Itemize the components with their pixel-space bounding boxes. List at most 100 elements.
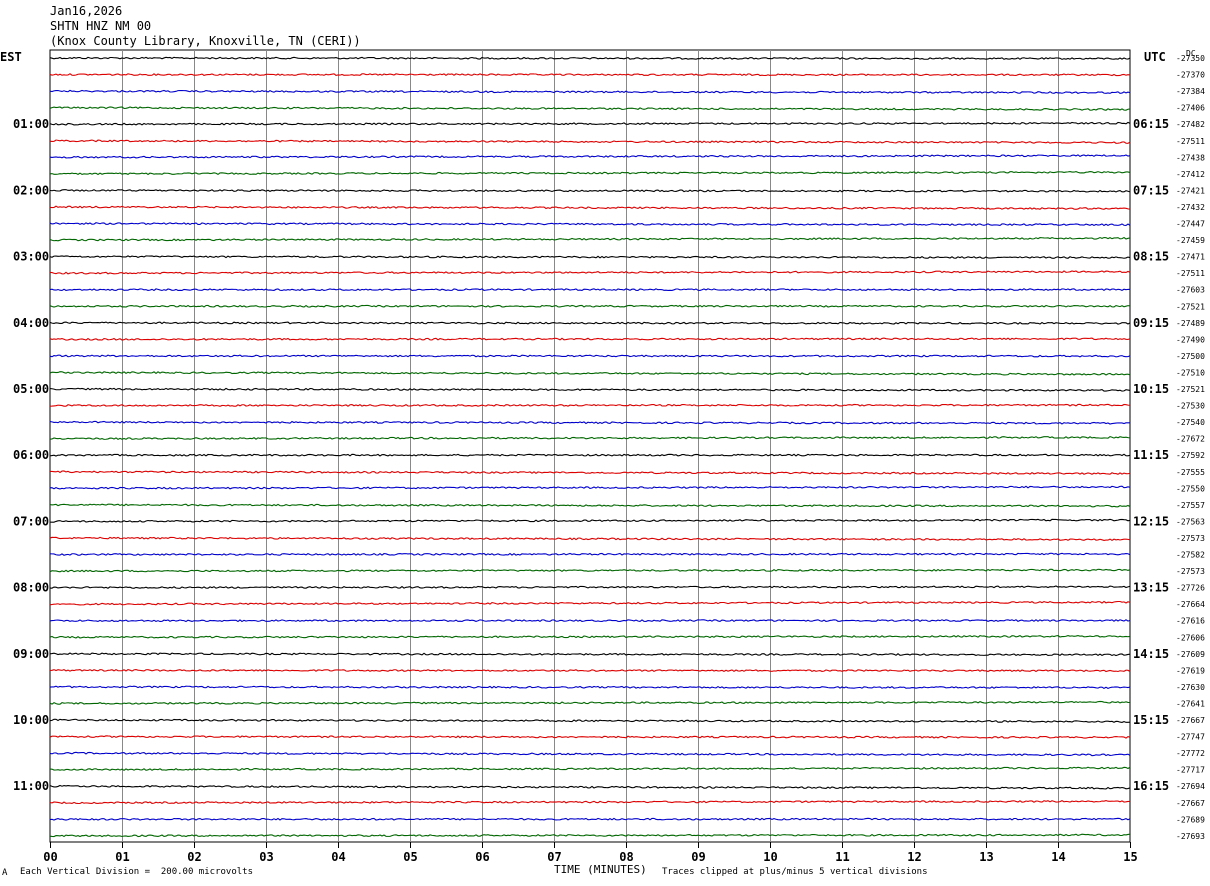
seismic-trace	[49, 420, 1131, 425]
seismic-trace	[49, 485, 1131, 490]
right-hour-label: 07:15	[1133, 183, 1169, 197]
seismic-trace	[49, 503, 1131, 508]
seismic-trace	[49, 288, 1131, 292]
dc-offset-label: -27370	[1176, 71, 1205, 80]
dc-offset-label: -27482	[1176, 120, 1205, 129]
dc-offset-label: -27630	[1176, 683, 1205, 692]
seismic-trace	[49, 436, 1131, 440]
seismic-trace	[49, 453, 1131, 457]
dc-offset-label: -27406	[1176, 104, 1205, 113]
dc-offset-label: -27672	[1176, 435, 1205, 444]
dc-offset-label: -27664	[1176, 600, 1205, 609]
left-hour-label: 05:00	[13, 382, 49, 396]
dc-offset-label: -27689	[1176, 815, 1205, 824]
seismic-trace	[49, 89, 1131, 94]
corner-mark: A	[2, 868, 8, 878]
seismic-trace	[49, 817, 1131, 821]
right-hour-label: 06:15	[1133, 117, 1169, 131]
x-tick-label: 06	[475, 850, 489, 864]
x-tick-label: 05	[403, 850, 417, 864]
dc-offset-label: -27603	[1176, 286, 1205, 295]
seismic-trace	[49, 833, 1131, 838]
left-hour-label: 10:00	[13, 713, 49, 727]
left-hour-label: 01:00	[13, 117, 49, 131]
seismic-trace	[49, 585, 1131, 589]
dc-offset-label: -27592	[1176, 451, 1205, 460]
x-tick-label: 09	[691, 850, 705, 864]
left-hour-label: 11:00	[13, 779, 49, 793]
seismic-trace	[49, 403, 1131, 407]
left-hour-label: 06:00	[13, 448, 49, 462]
seismic-trace	[49, 668, 1131, 673]
dc-offset-label: -27510	[1176, 368, 1205, 377]
seismic-trace	[49, 371, 1131, 376]
seismic-trace	[49, 536, 1131, 542]
right-hour-label: 16:15	[1133, 779, 1169, 793]
seismic-trace	[49, 518, 1131, 523]
seismic-trace	[49, 170, 1131, 176]
dc-offset-label: -27540	[1176, 418, 1205, 427]
dc-offset-label: -27609	[1176, 650, 1205, 659]
right-timezone-label: UTC	[1144, 50, 1166, 64]
seismic-trace	[49, 321, 1131, 325]
left-hour-label: 07:00	[13, 514, 49, 528]
seismic-trace	[49, 700, 1131, 705]
left-hour-label: 03:00	[13, 250, 49, 264]
dc-offset-label: -27747	[1176, 733, 1205, 742]
x-tick-label: 01	[115, 850, 129, 864]
dc-offset-label: -27490	[1176, 335, 1205, 344]
dc-offset-label: -27667	[1176, 799, 1205, 808]
right-hour-label: 12:15	[1133, 514, 1169, 528]
dc-offset-label: -27550	[1176, 484, 1205, 493]
dc-offset-label: -27421	[1176, 186, 1205, 195]
seismic-trace	[49, 154, 1131, 159]
x-tick-label: 13	[979, 850, 993, 864]
dc-offset-label: -27573	[1176, 534, 1205, 543]
right-hour-label: 15:15	[1133, 713, 1169, 727]
dc-offset-label: -27471	[1176, 253, 1205, 262]
seismic-trace	[49, 222, 1131, 227]
dc-offset-label: -27726	[1176, 584, 1205, 593]
seismic-trace	[49, 600, 1131, 606]
plot-date: Jan16,2026	[50, 4, 123, 18]
dc-header-label: DC	[1186, 49, 1196, 58]
dc-offset-label: -27667	[1176, 716, 1205, 725]
clip-note: Traces clipped at plus/minus 5 vertical …	[662, 867, 928, 877]
seismic-trace	[49, 766, 1131, 771]
x-tick-label: 08	[619, 850, 633, 864]
seismic-trace	[49, 619, 1131, 623]
seismic-trace	[49, 205, 1131, 210]
left-hour-label: 08:00	[13, 581, 49, 595]
dc-offset-label: -27616	[1176, 617, 1205, 626]
seismic-trace	[49, 354, 1131, 358]
seismic-trace	[49, 718, 1131, 723]
right-hour-label: 11:15	[1133, 448, 1169, 462]
x-tick-label: 02	[187, 850, 201, 864]
dc-offset-label: -27384	[1176, 87, 1205, 96]
seismic-trace	[49, 634, 1131, 639]
dc-offset-label: -27530	[1176, 402, 1205, 411]
left-timezone-label: EST	[0, 50, 22, 64]
seismic-trace	[49, 270, 1131, 275]
right-hour-label: 10:15	[1133, 382, 1169, 396]
dc-offset-label: -27438	[1176, 153, 1205, 162]
dc-offset-label: -27489	[1176, 319, 1205, 328]
seismic-trace	[49, 751, 1131, 757]
x-tick-label: 15	[1123, 850, 1137, 864]
seismic-trace	[49, 652, 1131, 657]
x-tick-label: 00	[43, 850, 57, 864]
dc-offset-label: -27412	[1176, 170, 1205, 179]
seismic-trace	[49, 784, 1131, 790]
right-hour-label: 13:15	[1133, 581, 1169, 595]
dc-offset-label: -27555	[1176, 468, 1205, 477]
x-tick-label: 10	[763, 850, 777, 864]
left-hour-label: 02:00	[13, 183, 49, 197]
seismic-trace	[49, 387, 1131, 392]
dc-offset-label: -27694	[1176, 782, 1205, 791]
x-tick-label: 11	[835, 850, 849, 864]
seismic-trace	[49, 470, 1131, 475]
dc-offset-label: -27563	[1176, 517, 1205, 526]
seismic-trace	[49, 735, 1131, 739]
x-tick-label: 12	[907, 850, 921, 864]
